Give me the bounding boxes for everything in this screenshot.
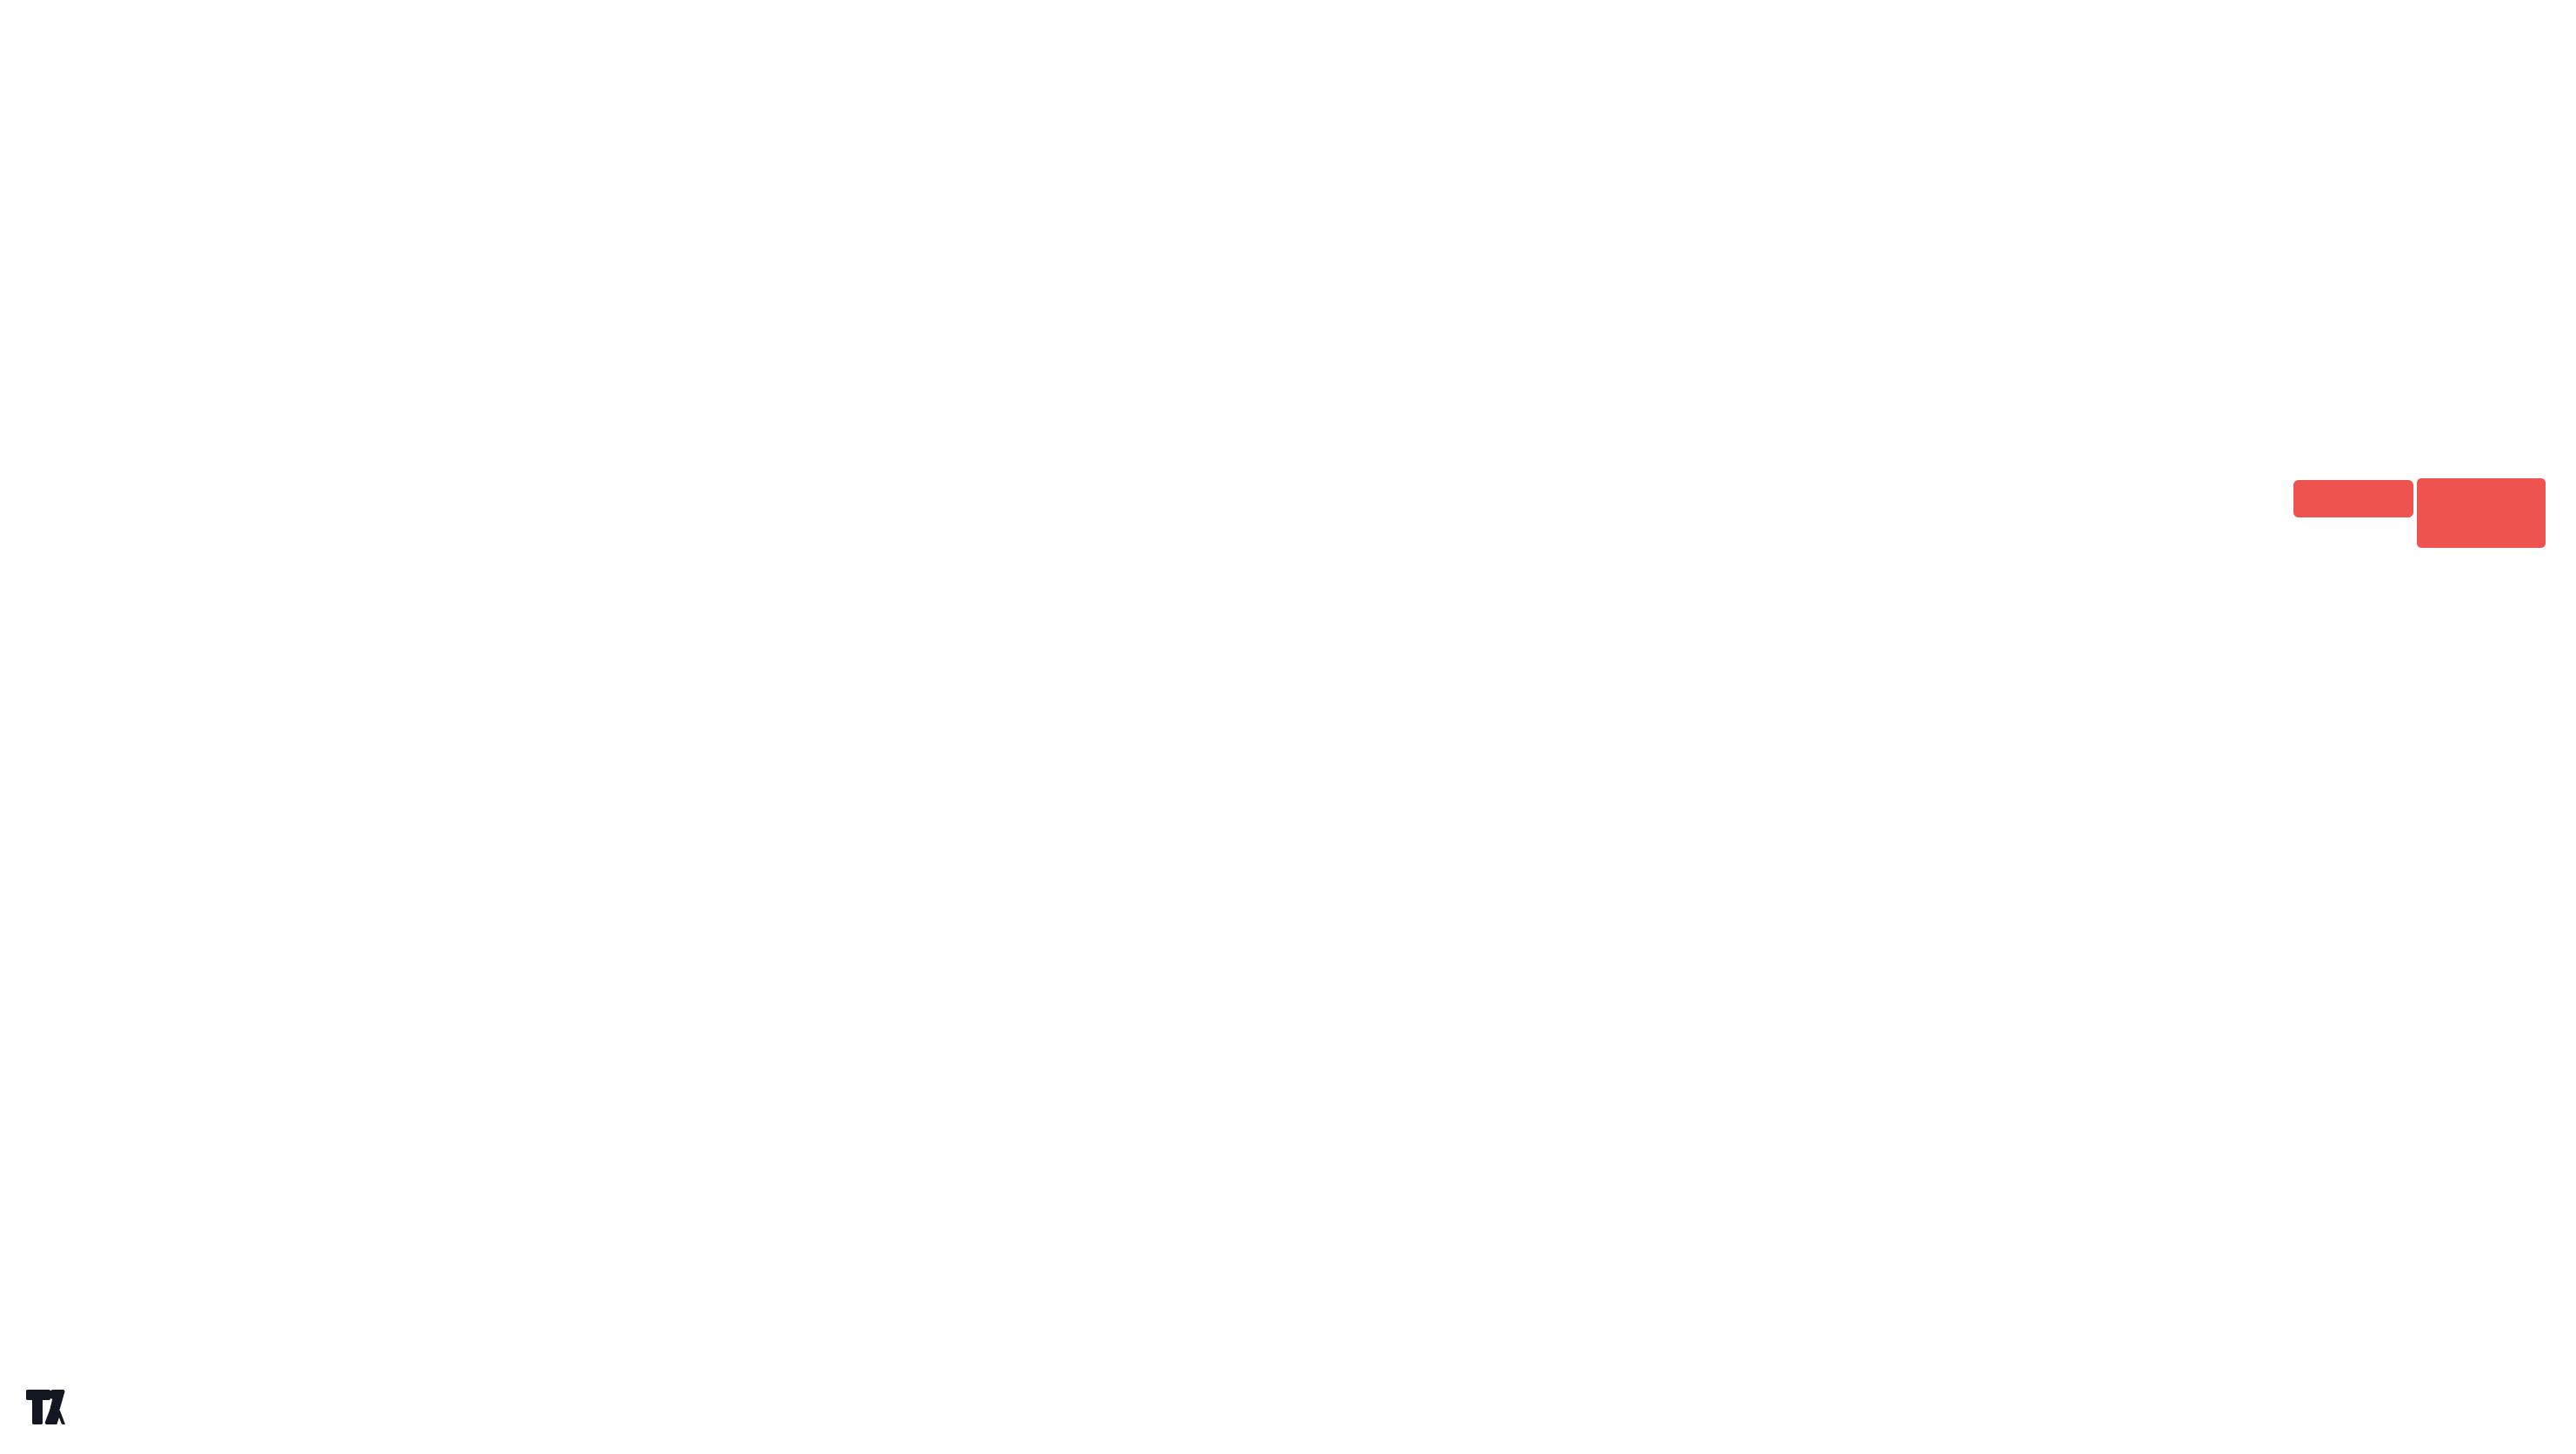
ma-legend-row[interactable]: [38, 191, 64, 217]
volume-legend-row[interactable]: [38, 118, 56, 143]
tradingview-logo-icon: [26, 1390, 65, 1425]
last-price-label: [2417, 478, 2546, 548]
symbol-legend-row[interactable]: [38, 70, 94, 95]
rsi-legend-row[interactable]: [38, 1106, 90, 1133]
symbol-price-flag: [2293, 480, 2413, 517]
ma200-legend-row[interactable]: [38, 155, 56, 180]
tradingview-watermark[interactable]: [24, 1388, 82, 1426]
